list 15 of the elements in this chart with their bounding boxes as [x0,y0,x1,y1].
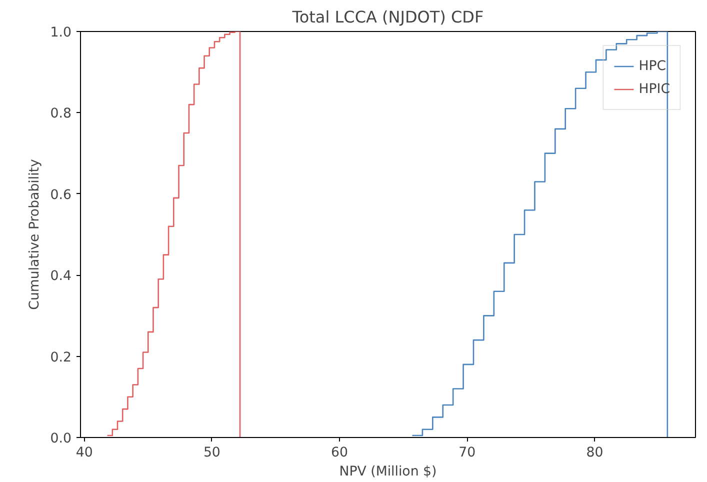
y-tick-label: 0.0 [50,432,72,446]
y-tick-label: 0.2 [50,350,72,366]
y-tick-label: 0.8 [50,106,72,122]
y-tick-label: 0.6 [50,188,72,203]
y-tick-label: 1.0 [50,26,72,40]
x-tick-label: 40 [76,446,93,460]
x-tick-label: 50 [203,446,220,460]
y-tick-label: 0.4 [50,269,72,284]
chart-title: Total LCCA (NJDOT) CDF [291,8,484,26]
x-tick-label: 80 [586,446,604,460]
y-axis-title: Cumulative Probability [27,159,42,310]
x-axis-title: NPV (Million $) [339,464,437,480]
legend-label: HPC [638,58,666,74]
x-tick-label: 70 [458,446,476,460]
x-tick-label: 60 [331,446,348,460]
